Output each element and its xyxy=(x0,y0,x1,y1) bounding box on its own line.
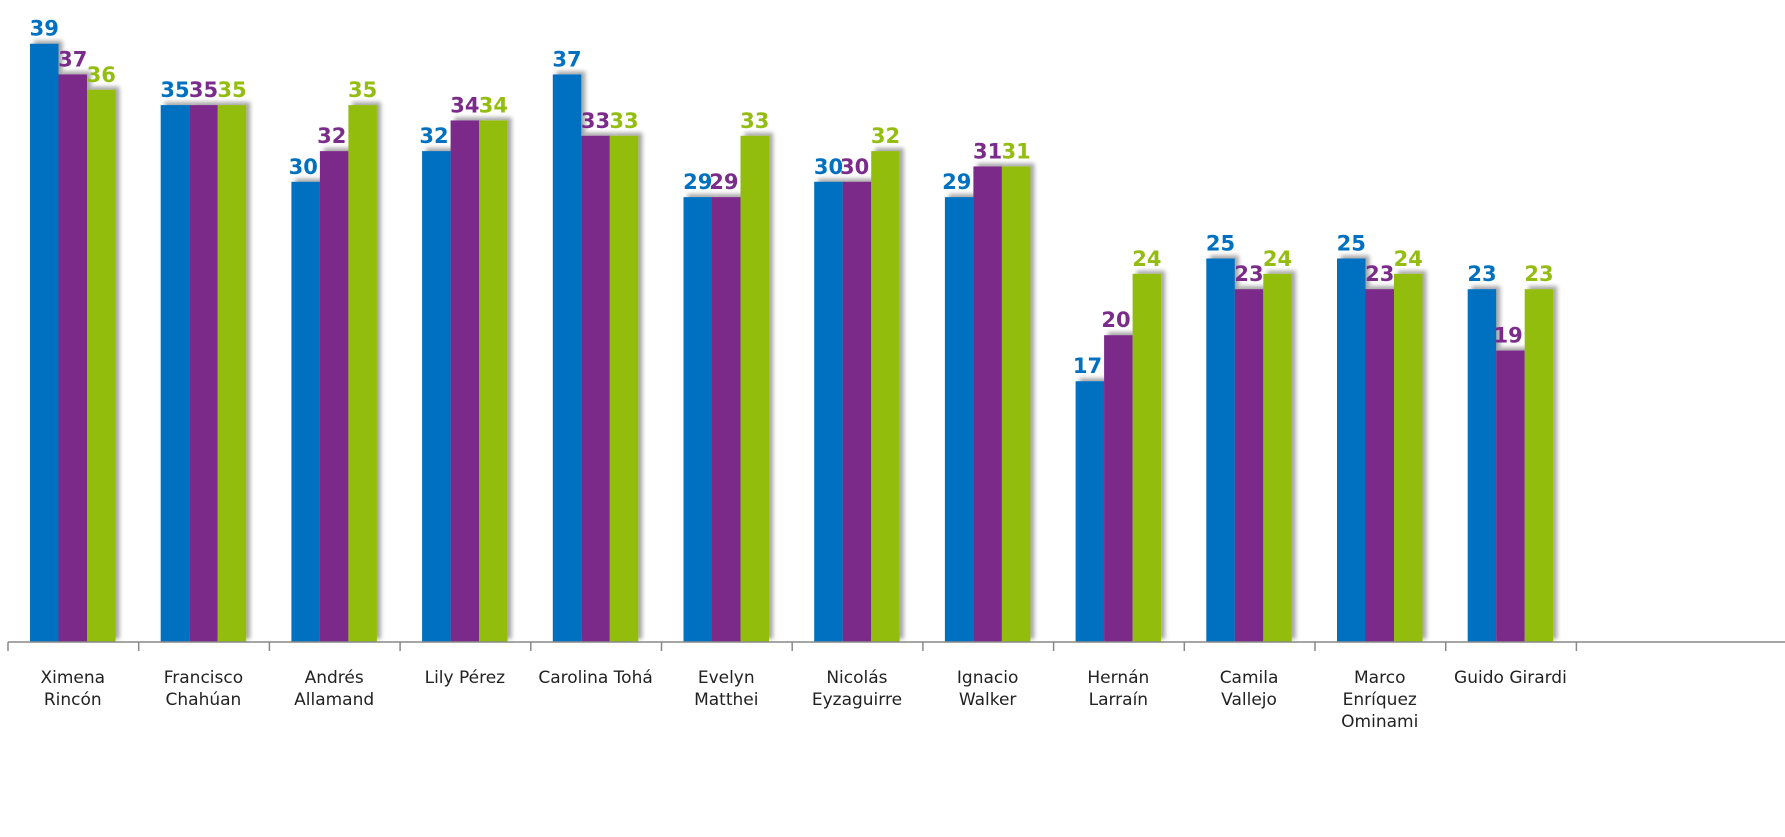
value-label-5-2: 33 xyxy=(740,109,769,133)
bar-5-2 xyxy=(740,135,769,642)
bar-7-2 xyxy=(1001,166,1031,642)
value-label-1-1: 35 xyxy=(189,78,218,102)
category-label-9: Camila Vallejo xyxy=(1220,668,1279,710)
value-label-6-0: 30 xyxy=(814,155,843,179)
value-label-0-0: 39 xyxy=(30,17,59,41)
category-label-5: Evelyn Matthei xyxy=(694,668,758,710)
bar-2-2 xyxy=(348,105,377,643)
value-label-5-0: 29 xyxy=(683,170,712,194)
x-axis xyxy=(7,641,1785,651)
bar-3-1 xyxy=(450,120,480,642)
category-label-11: Guido Girardi xyxy=(1454,668,1567,688)
bar-0-1 xyxy=(58,74,87,643)
value-label-11-1: 19 xyxy=(1493,324,1522,348)
value-label-4-0: 37 xyxy=(552,47,581,71)
bar-4-0 xyxy=(552,74,582,643)
bar-2-0 xyxy=(291,181,320,643)
bar-9-1 xyxy=(1234,289,1264,642)
bar-5-1 xyxy=(712,197,741,642)
value-label-1-0: 35 xyxy=(160,78,189,102)
category-label-1: Francisco Chahúan xyxy=(164,668,243,710)
bar-5-0 xyxy=(683,197,712,642)
bar-7-1 xyxy=(973,166,1002,642)
bar-6-0 xyxy=(814,181,843,643)
category-label-3: Lily Pérez xyxy=(425,668,506,688)
bar-1-0 xyxy=(160,105,190,643)
bar-7-0 xyxy=(944,197,974,642)
value-label-11-2: 23 xyxy=(1524,262,1553,286)
value-label-0-2: 36 xyxy=(87,63,116,87)
value-label-3-2: 34 xyxy=(479,93,508,117)
value-label-7-2: 31 xyxy=(1002,139,1031,163)
category-label-2: Andrés Allamand xyxy=(294,668,374,710)
value-label-6-2: 32 xyxy=(871,124,900,148)
bar-3-0 xyxy=(422,151,451,642)
value-label-10-1: 23 xyxy=(1365,262,1394,286)
value-label-10-0: 25 xyxy=(1337,232,1366,256)
value-label-7-0: 29 xyxy=(942,170,971,194)
bar-0-0 xyxy=(30,43,59,643)
bar-11-0 xyxy=(1467,289,1497,642)
category-label-8: Hernán Larraín xyxy=(1087,668,1149,710)
bar-0-2 xyxy=(87,89,116,642)
value-label-0-1: 37 xyxy=(58,47,87,71)
bars-group xyxy=(30,43,1554,643)
value-label-9-0: 25 xyxy=(1206,232,1235,256)
bar-9-0 xyxy=(1206,258,1235,642)
value-label-8-2: 24 xyxy=(1132,247,1161,271)
bar-8-2 xyxy=(1132,273,1162,642)
bar-8-1 xyxy=(1104,335,1133,642)
value-label-5-1: 29 xyxy=(709,170,738,194)
value-label-8-1: 20 xyxy=(1101,308,1130,332)
value-label-1-2: 35 xyxy=(217,78,246,102)
bar-3-2 xyxy=(479,120,508,642)
value-label-4-1: 33 xyxy=(581,109,610,133)
bar-2-1 xyxy=(319,151,349,642)
bar-10-1 xyxy=(1365,289,1394,642)
bar-1-1 xyxy=(189,105,218,643)
category-label-4: Carolina Tohá xyxy=(538,668,652,688)
category-label-0: Ximena Rincón xyxy=(40,668,105,710)
value-label-4-2: 33 xyxy=(609,109,638,133)
category-label-7: Ignacio Walker xyxy=(957,668,1018,710)
category-labels: Ximena Rincón Francisco Chahúan Andrés Allama… xyxy=(40,668,1566,732)
bar-1-2 xyxy=(217,105,247,643)
bar-4-1 xyxy=(581,135,610,642)
bar-4-2 xyxy=(609,135,639,642)
bar-11-2 xyxy=(1524,289,1554,642)
value-label-8-0: 17 xyxy=(1073,354,1102,378)
value-label-9-2: 24 xyxy=(1263,247,1292,271)
value-label-2-1: 32 xyxy=(317,124,346,148)
category-label-10: Marco Enríquez Ominami xyxy=(1341,668,1418,732)
value-label-3-1: 34 xyxy=(450,93,479,117)
bar-6-1 xyxy=(842,181,872,643)
bar-6-2 xyxy=(871,151,900,642)
bar-10-2 xyxy=(1394,273,1423,642)
bar-8-0 xyxy=(1075,381,1105,642)
category-label-6: Nicolás Eyzaguirre xyxy=(812,668,902,710)
value-label-10-2: 24 xyxy=(1394,247,1423,271)
bar-10-0 xyxy=(1337,258,1366,642)
value-label-3-0: 32 xyxy=(419,124,448,148)
value-label-11-0: 23 xyxy=(1467,262,1496,286)
value-label-9-1: 23 xyxy=(1234,262,1263,286)
bar-9-2 xyxy=(1263,273,1292,642)
value-label-2-0: 30 xyxy=(289,155,318,179)
value-label-7-1: 31 xyxy=(973,139,1002,163)
value-label-2-2: 35 xyxy=(348,78,377,102)
value-label-6-1: 30 xyxy=(840,155,869,179)
bar-11-1 xyxy=(1496,350,1525,642)
